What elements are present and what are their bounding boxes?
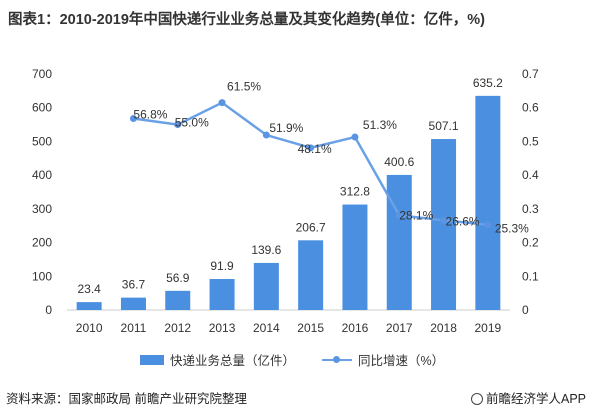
bar-value-label: 400.6 [384, 155, 414, 169]
bar [253, 262, 279, 310]
line-point [351, 133, 359, 141]
line-point [440, 216, 448, 224]
bar-value-label: 23.4 [77, 282, 101, 296]
chart-title: 图表1：2010-2019年中国快递行业业务总量及其变化趋势(单位：亿件，%) [8, 12, 485, 28]
line-point [174, 121, 182, 129]
line-point [484, 221, 492, 229]
bar [120, 297, 146, 310]
y-left-tick-label: 500 [32, 134, 52, 148]
y-left-tick-label: 600 [32, 101, 52, 115]
bar-value-label: 635.2 [473, 76, 503, 90]
x-tick-label: 2016 [342, 321, 369, 335]
y-right-tick-label: 0 [522, 303, 529, 317]
y-right-tick-label: 0.1 [522, 269, 539, 283]
line-point [262, 131, 270, 139]
x-tick-label: 2015 [297, 321, 324, 335]
line-point [307, 144, 315, 152]
line-value-label: 56.8% [133, 108, 167, 122]
legend-bar-swatch [140, 354, 164, 365]
legend-label-bar: 快递业务总量（亿件） [170, 354, 296, 368]
line-point [395, 211, 403, 219]
bar [386, 174, 412, 310]
source-note: 资料来源：国家邮政局 前瞻产业研究院整理 [6, 392, 247, 406]
line-value-label: 26.6% [446, 214, 480, 228]
line-value-label: 48.1% [298, 142, 332, 156]
bar-value-label: 36.7 [122, 278, 146, 292]
line-point [129, 115, 137, 123]
x-tick-label: 2013 [209, 321, 236, 335]
x-tick-label: 2010 [76, 321, 103, 335]
y-left-tick-label: 200 [32, 236, 52, 250]
x-tick-label: 2011 [121, 321, 147, 335]
y-right-tick-label: 0.5 [522, 134, 539, 148]
bar-value-label: 139.6 [251, 243, 281, 257]
brand-text: 前瞻经济学人APP [485, 392, 586, 406]
legend-line-swatch [322, 355, 352, 365]
legend-item-bar: 快递业务总量（亿件） [140, 350, 295, 369]
y-left-tick-label: 300 [32, 202, 52, 216]
legend-label-line: 同比增速（%） [358, 354, 445, 368]
y-right-tick-label: 0.3 [522, 202, 539, 216]
bar-value-label: 312.8 [340, 185, 370, 199]
line-value-label: 51.3% [363, 118, 397, 132]
bar-value-label: 56.9 [166, 271, 190, 285]
legend-item-line: 同比增速（%） [322, 350, 444, 369]
bar-value-label: 91.9 [210, 259, 234, 273]
x-tick-label: 2017 [386, 321, 413, 335]
y-right-tick-label: 0.4 [522, 168, 539, 182]
y-left-tick-label: 100 [32, 269, 52, 283]
x-tick-label: 2018 [430, 321, 457, 335]
x-tick-label: 2014 [253, 321, 280, 335]
bar-value-label: 507.1 [429, 119, 459, 133]
y-right-tick-label: 0.7 [522, 67, 539, 81]
line-value-label: 28.1% [399, 208, 433, 222]
bar [298, 240, 324, 310]
line-value-label: 61.5% [227, 80, 261, 94]
brand-credit: 前瞻经济学人APP [470, 388, 586, 407]
y-right-tick-label: 0.6 [522, 101, 539, 115]
x-tick-label: 2019 [474, 321, 501, 335]
line-value-label: 51.9% [269, 121, 303, 135]
bar [342, 204, 368, 310]
bar [165, 290, 191, 310]
y-left-tick-label: 700 [32, 67, 52, 81]
line-value-label: 55.0% [175, 116, 209, 130]
line-value-label: 25.3% [495, 222, 529, 236]
line-point [218, 99, 226, 107]
y-left-tick-label: 400 [32, 168, 52, 182]
bar [475, 95, 501, 310]
y-left-tick-label: 0 [45, 303, 52, 317]
x-tick-label: 2012 [164, 321, 191, 335]
brand-logo-icon [470, 393, 483, 405]
bar-value-label: 206.7 [296, 220, 326, 234]
legend: 快递业务总量（亿件） 同比增速（%） [0, 350, 594, 370]
bar [76, 302, 102, 310]
y-right-tick-label: 0.2 [522, 236, 539, 250]
bar [209, 279, 235, 310]
bar [431, 139, 457, 310]
